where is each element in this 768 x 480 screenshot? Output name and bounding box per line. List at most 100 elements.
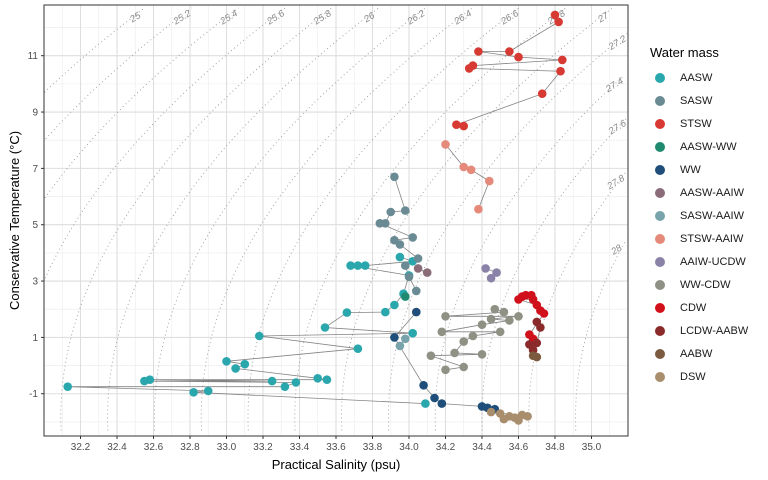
data-point [430,393,439,403]
data-point [390,300,399,310]
legend-item: AABW [650,342,748,365]
x-axis-ticks: 32.2 32.4 32.6 32.8 33.0 33.2 33.4 33.6 33.8 34.0… [71,436,602,453]
data-point [404,272,414,282]
data-point [381,307,390,317]
data-point [390,333,399,342]
data-point [395,252,405,262]
water-mass-points [63,10,567,425]
data-point [145,375,155,385]
x-tick-label: 34.2 [436,442,456,453]
data-point [395,341,405,351]
legend-swatch [655,325,665,336]
legend-label: WW [680,163,701,176]
legend-item: SASW-AAIW [650,204,748,227]
legend-swatch [655,164,665,175]
isopycnal-line [575,239,627,431]
data-point [401,292,410,301]
data-point [426,351,436,361]
isopycnal-line [387,32,628,431]
legend-swatch [655,348,665,359]
data-point [459,162,469,172]
data-point [466,165,476,175]
y-tick-label: -1 [29,389,38,400]
legend-swatch [655,371,665,382]
legend-items: AASW SASW STSW AASW-WW WW AASW-AAIW SASW-AAIW S… [650,66,748,388]
data-point [322,375,332,385]
data-point [353,344,363,354]
legend-label: AASW [680,71,713,84]
legend-label: SASW-AAIW [680,209,744,222]
data-point [441,365,450,375]
data-point [412,286,421,296]
x-tick-label: 32.2 [71,442,91,453]
legend-item: WW-CDW [650,273,748,296]
data-point [485,176,494,186]
legend-label: AASW-AAIW [680,186,744,199]
x-tick-label: 34.8 [545,442,565,453]
x-tick-label: 34.0 [399,442,419,453]
x-tick-label: 33.0 [217,442,237,453]
data-point [495,327,505,337]
x-tick-label: 33.6 [326,442,346,453]
data-point [437,327,447,337]
isopycnal-line [434,75,625,431]
data-point [486,273,496,283]
data-point [514,416,523,425]
data-point [353,261,363,270]
data-point [490,304,500,314]
legend-item: CDW [650,296,748,319]
data-point [554,17,563,27]
data-point [452,120,461,129]
legend-item: SASW [650,89,748,112]
legend-item: STSW-AAIW [650,227,748,250]
isopycnal-line [200,7,473,431]
legend-label: STSW-AAIW [680,232,744,245]
data-point [222,357,231,366]
x-tick-label: 33.2 [253,442,273,453]
data-point [422,268,432,277]
legend-swatch [655,302,665,313]
data-point [492,268,501,277]
data-point [346,261,355,270]
data-point [342,308,352,317]
legend-label: WW-CDW [680,278,731,291]
data-point [499,307,509,317]
data-point [401,261,410,270]
data-point [413,254,423,263]
profile-line [67,256,426,404]
legend-title: Water mass [650,45,719,60]
data-point [514,312,523,321]
data-point [254,331,264,341]
legend-swatch [655,256,665,267]
data-point [468,61,478,70]
data-point [441,312,450,321]
data-point [481,264,490,273]
data-point [550,10,560,20]
x-tick-label: 33.8 [363,442,383,453]
data-point [459,337,469,346]
data-point [459,121,469,131]
data-point [203,386,213,396]
isopycnal-line [341,7,614,431]
data-point [401,334,410,344]
y-tick-label: 1 [32,333,38,344]
legend-swatch [655,210,665,221]
data-point [477,350,487,359]
data-point [523,412,532,421]
isopycnal-line [247,7,520,431]
x-tick-label: 33.4 [290,442,310,453]
isopycnal-line [153,7,426,431]
legend-swatch [655,118,665,129]
x-tick-label: 32.8 [180,442,200,453]
data-point [437,399,447,408]
data-point [421,399,430,408]
data-point [477,320,487,330]
data-point [474,204,483,214]
isopycnal-line [60,7,333,431]
data-point [63,382,72,392]
isopycnal-line [481,117,628,431]
data-point [413,264,423,273]
data-point [408,233,418,242]
isopycnal-line [528,172,626,431]
legend-label: AASW-WW [680,140,737,153]
